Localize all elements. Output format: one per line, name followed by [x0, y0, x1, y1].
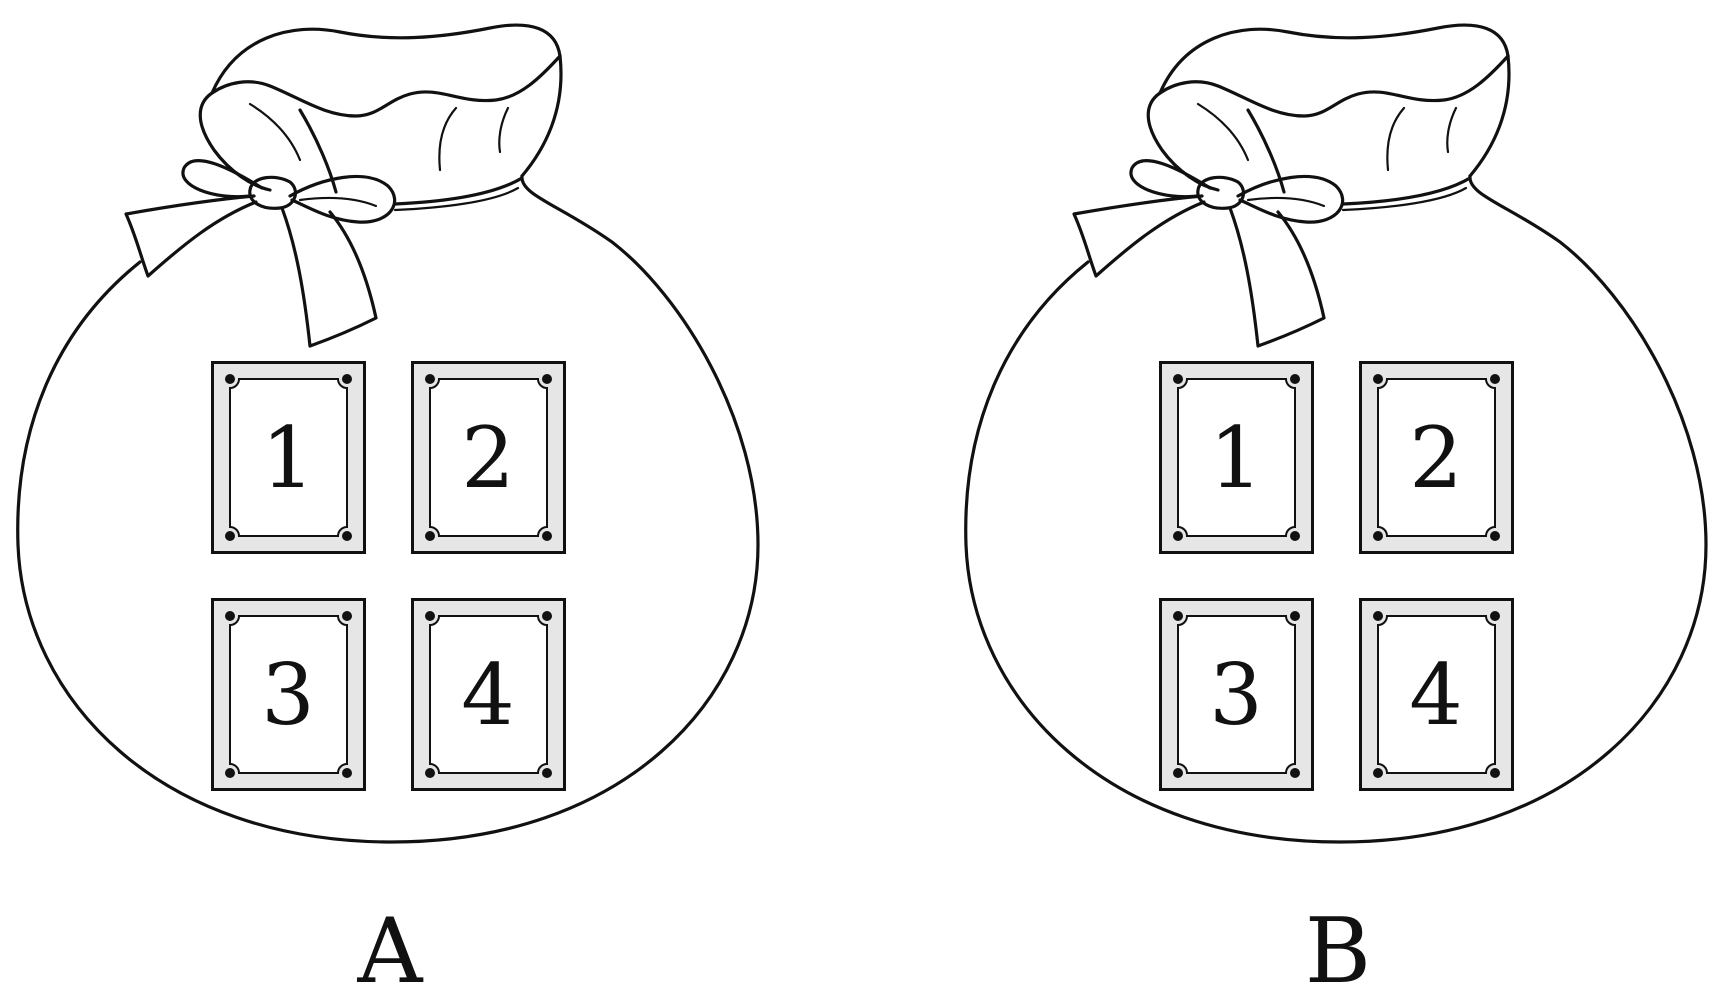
card-3: 3	[1159, 598, 1314, 791]
card-number: 3	[261, 646, 314, 744]
card-number: 4	[1409, 646, 1462, 744]
card-3: 3	[211, 598, 366, 791]
card-number: 4	[461, 646, 514, 744]
sack-drawing	[964, 23, 1708, 844]
card-4: 4	[411, 598, 566, 791]
sack-drawing	[16, 23, 760, 844]
card-number: 2	[1409, 409, 1462, 507]
bag-label: B	[1305, 899, 1371, 1004]
bag-b: 1 2 3 4 B	[964, 23, 1708, 1004]
card-number: 1	[1209, 409, 1262, 507]
card-2: 2	[1359, 361, 1514, 554]
bag-a: 1 2 3 4 A	[16, 23, 760, 1004]
card-2: 2	[411, 361, 566, 554]
card-number: 1	[261, 409, 314, 507]
card-4: 4	[1359, 598, 1514, 791]
card-number: 2	[461, 409, 514, 507]
card-number: 3	[1209, 646, 1262, 744]
bag-label: A	[357, 899, 424, 1004]
card-1: 1	[211, 361, 366, 554]
card-1: 1	[1159, 361, 1314, 554]
